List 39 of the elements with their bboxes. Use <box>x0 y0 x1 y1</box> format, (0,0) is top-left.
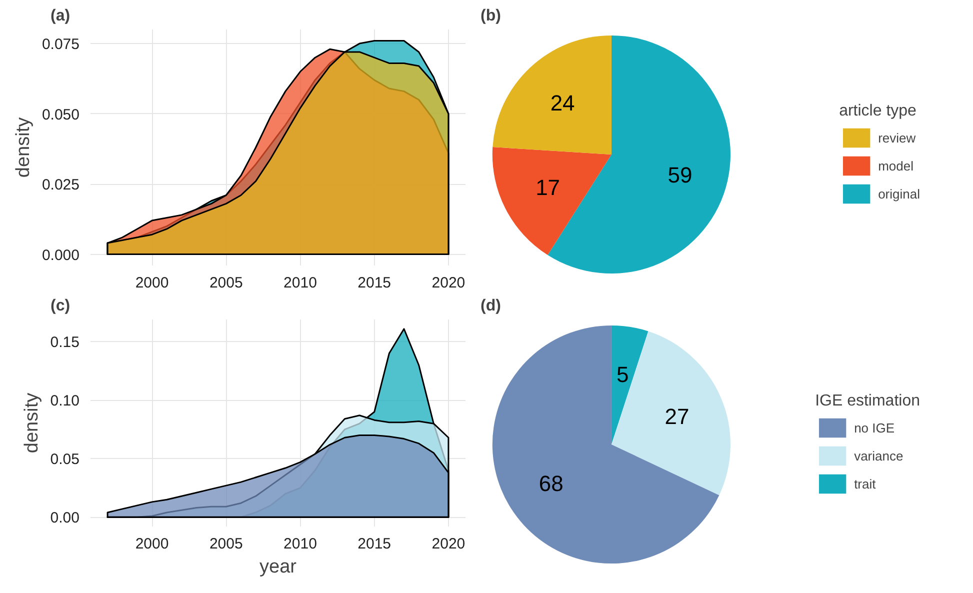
x-tick-label: 2010 <box>284 536 317 552</box>
legend-label: no IGE <box>854 420 895 435</box>
y-tick-label: 0.05 <box>50 451 80 468</box>
chart-title: (c) <box>50 298 70 314</box>
legend-label: trait <box>854 476 876 491</box>
legend-label: variance <box>854 448 904 463</box>
y-axis-title: density <box>12 116 34 178</box>
x-tick-label: 2000 <box>135 536 169 552</box>
chart-title: (d) <box>480 298 501 314</box>
data-label: 68 <box>538 470 564 496</box>
y-tick-label: 0.075 <box>42 36 80 54</box>
legend-title: IGE estimation <box>815 392 920 410</box>
legend-label: review <box>878 130 916 145</box>
y-tick-label: 0.000 <box>42 246 80 264</box>
x-tick-label: 2020 <box>432 274 466 292</box>
data-label: 5 <box>616 362 629 387</box>
x-axis-title: year <box>260 556 298 578</box>
chart-title: (a) <box>50 8 70 24</box>
data-label: 27 <box>664 404 690 430</box>
legend-title: article type <box>839 102 918 120</box>
y-tick-label: 0.025 <box>42 176 80 194</box>
x-tick-label: 2010 <box>284 274 317 292</box>
y-tick-label: 0.050 <box>42 106 80 124</box>
legend-label: model <box>878 158 914 173</box>
x-tick-label: 2000 <box>135 274 169 292</box>
data-label: 24 <box>550 90 575 116</box>
x-tick-label: 2020 <box>432 536 466 552</box>
y-axis-title: density <box>21 392 42 454</box>
y-tick-label: 0.10 <box>50 392 80 410</box>
x-tick-label: 2005 <box>209 274 243 292</box>
x-tick-label: 2015 <box>358 274 392 292</box>
y-tick-label: 0.15 <box>50 334 80 352</box>
data-label: 17 <box>536 174 560 200</box>
y-tick-label: 0.00 <box>50 510 80 527</box>
legend-label: original <box>878 186 920 201</box>
x-tick-label: 2015 <box>358 536 392 552</box>
x-tick-label: 2005 <box>209 536 243 552</box>
data-label: 59 <box>668 162 692 188</box>
chart-title: (b) <box>480 8 501 24</box>
